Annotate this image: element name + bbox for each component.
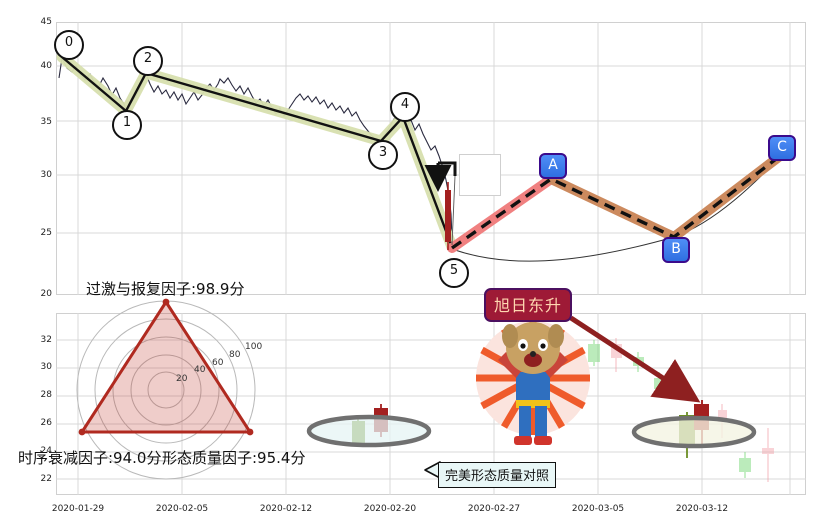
xtick-4: 2020-02-27	[467, 504, 521, 514]
pattern-name-badge: 旭日东升	[484, 288, 573, 322]
xtick-1: 2020-02-05	[155, 504, 209, 514]
abc-node-a[interactable]: A	[539, 153, 567, 179]
ytick-top-0: 45	[40, 17, 52, 27]
radar-vertex-top	[162, 298, 170, 306]
wave-node-2[interactable]: 2	[133, 46, 163, 76]
elliott-wave-plot-area	[56, 22, 806, 295]
ytick-top-3: 30	[40, 170, 52, 180]
ytick-bot-1: 30	[40, 362, 52, 372]
ytick-bot-4: 24	[40, 446, 52, 456]
wave-node-4[interactable]: 4	[390, 92, 420, 122]
wave-node-1[interactable]: 1	[112, 110, 142, 140]
xtick-5: 2020-03-05	[571, 504, 625, 514]
radar-scale-100: 100	[245, 342, 263, 352]
ytick-top-2: 35	[40, 117, 52, 127]
radar-scale-60: 60	[212, 358, 224, 368]
radar-scale-80: 80	[229, 350, 241, 360]
xtick-6: 2020-03-12	[675, 504, 729, 514]
comparison-callout: 完美形态质量对照	[438, 462, 557, 488]
ytick-bot-2: 28	[40, 390, 52, 400]
abc-node-c[interactable]: C	[768, 135, 796, 161]
wave-node-3[interactable]: 3	[368, 140, 398, 170]
ytick-bot-5: 22	[40, 474, 52, 484]
ytick-top-4: 25	[40, 228, 52, 238]
ytick-top-1: 40	[40, 61, 52, 71]
mascot-icon-frame	[459, 154, 501, 196]
radar-scale-40: 40	[194, 365, 206, 375]
radar-label-right: 形态质量因子:95.4分	[162, 449, 306, 467]
ytick-top-5: 20	[40, 289, 52, 299]
xtick-0: 2020-01-29	[51, 504, 105, 514]
wave-node-5[interactable]: 5	[439, 258, 469, 288]
wave-node-0[interactable]: 0	[54, 30, 84, 60]
radar-label-top: 过激与报复因子:98.9分	[86, 280, 245, 298]
ytick-bot-0: 32	[40, 335, 52, 345]
xtick-3: 2020-02-20	[363, 504, 417, 514]
radar-scale-20: 20	[176, 374, 188, 384]
abc-node-b[interactable]: B	[662, 237, 690, 263]
radar-label-left: 时序衰减因子:94.0分	[18, 449, 162, 467]
ytick-bot-3: 26	[40, 418, 52, 428]
xtick-2: 2020-02-12	[259, 504, 313, 514]
